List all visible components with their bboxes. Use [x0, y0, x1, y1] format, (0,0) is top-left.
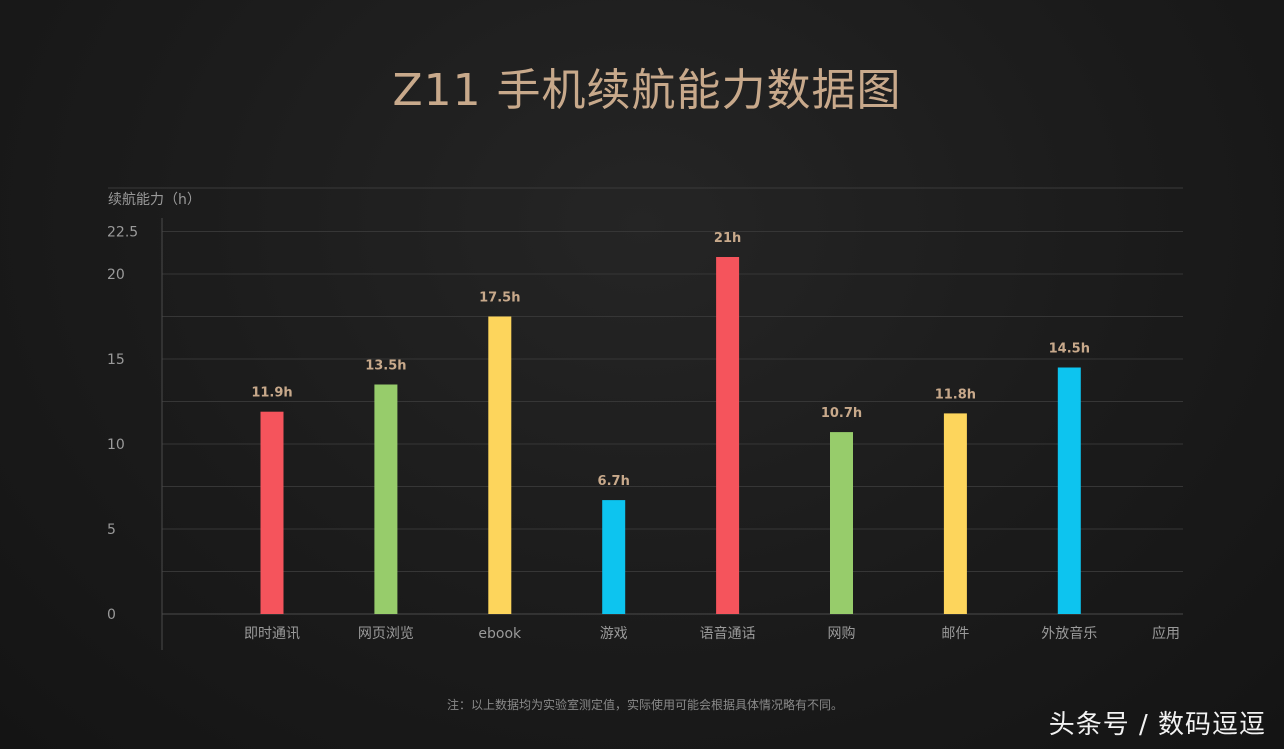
y-tick-label: 15	[107, 352, 125, 368]
bar	[830, 432, 853, 614]
x-tick-label: 游戏	[600, 626, 628, 642]
gridlines	[108, 187, 1183, 615]
x-tick-label: ebook	[478, 626, 522, 642]
x-tick-label: 语音通话	[700, 625, 756, 642]
x-tick-label: 即时通讯	[244, 626, 300, 642]
bar	[488, 316, 512, 614]
x-tick-label: 网页浏览	[358, 626, 414, 642]
chart-title: Z11 手机续航能力数据图	[392, 65, 902, 116]
value-label: 17.5h	[479, 291, 520, 306]
y-tick-label: 10	[107, 437, 125, 453]
footnote: 注：以上数据均为实验室测定值，实际使用可能会根据具体情况略有不同。	[446, 698, 843, 712]
value-label: 6.7h	[598, 474, 630, 489]
bar	[716, 257, 740, 614]
y-tick-label: 22.5	[107, 225, 138, 241]
y-tick-label: 20	[107, 267, 125, 283]
value-label: 11.8h	[935, 387, 976, 402]
y-tick-labels: 0 5 10 15 20 22.5	[107, 225, 138, 624]
bars	[260, 257, 1081, 614]
y-tick-label: 5	[107, 522, 116, 538]
y-tick-label: 0	[107, 607, 116, 623]
bar	[943, 413, 967, 614]
y-axis-label: 续航能力（h）	[108, 191, 201, 208]
bar	[260, 411, 284, 614]
value-label: 13.5h	[365, 359, 406, 374]
value-label: 21h	[714, 231, 741, 246]
x-axis-label: 应用	[1152, 625, 1180, 642]
x-tick-label: 网购	[828, 626, 856, 642]
bar	[1057, 367, 1081, 614]
value-labels: 11.9h 13.5h 17.5h 6.7h 21h 10.7h 11.8h 14.5h	[251, 231, 1090, 489]
x-tick-label: 外放音乐	[1041, 625, 1097, 642]
value-label: 14.5h	[1049, 342, 1090, 357]
watermark: 头条号 / 数码逗逗	[1048, 710, 1266, 740]
bar	[602, 500, 626, 614]
x-tick-label: 邮件	[941, 626, 969, 642]
value-label: 11.9h	[251, 386, 292, 401]
value-label: 10.7h	[821, 406, 862, 421]
bar	[374, 384, 398, 614]
x-tick-labels: 即时通讯 网页浏览 ebook 游戏 语音通话 网购 邮件 外放音乐	[244, 625, 1097, 642]
